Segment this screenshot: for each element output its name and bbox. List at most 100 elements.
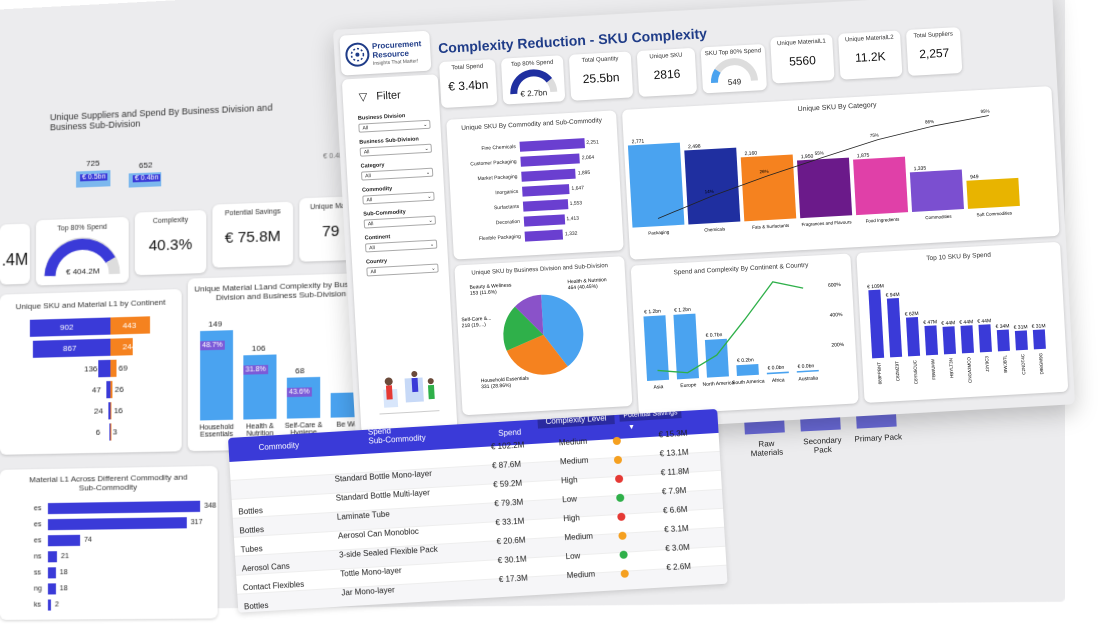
cumulative-label: 75% [870, 133, 879, 138]
top10-bar[interactable] [1014, 330, 1028, 351]
back-commodity-bars: es 348 es 317 es 74 ns 21 ss 18 ng 18 ks 2 [0, 498, 218, 617]
category-bar[interactable] [684, 147, 741, 225]
commodity-chart-card: Unique SKU By Commodity and Sub-Commodit… [446, 110, 624, 260]
filter-dropdown[interactable]: All ⌄ [364, 239, 438, 253]
funnel-bar-b[interactable]: 443 [110, 316, 151, 335]
top10-bar[interactable] [978, 324, 992, 353]
continent-bar[interactable] [766, 371, 789, 375]
funnel-bar-b[interactable]: 16 [110, 402, 123, 420]
continent-bar[interactable] [704, 338, 729, 378]
top10-bar[interactable] [905, 316, 921, 357]
pie-slice[interactable] [514, 294, 544, 336]
filter-dropdown[interactable]: All ⌄ [358, 119, 431, 133]
commodity-bar[interactable] [522, 199, 568, 212]
funnel-bar-a[interactable]: 136 [84, 359, 111, 378]
commodity-bar[interactable] [524, 229, 564, 242]
commodity-bar[interactable] [521, 168, 577, 182]
comm-bar[interactable] [47, 583, 56, 595]
back-continent-card: Unique SKU and Material L1 by Continent … [0, 289, 182, 455]
right-bar-label: Primary Pack [854, 432, 903, 444]
category-bar[interactable] [909, 169, 964, 212]
filter-item: Commodity All ⌄ [362, 184, 435, 205]
top10-bar[interactable] [886, 297, 903, 358]
category-bar[interactable] [797, 157, 853, 219]
top10-chart-card: Top 10 SKU By Spend € 109M 889FPBNT € 94M C… [856, 241, 1069, 403]
continent-bar[interactable] [736, 364, 759, 376]
filter-dropdown[interactable]: All ⌄ [360, 167, 434, 181]
cell-spend: € 30.1M [497, 554, 527, 566]
right-axis-tick: 400% [830, 312, 844, 319]
funnel-bar-a[interactable]: 902 [29, 317, 111, 337]
cell-savings: € 7.9M [661, 485, 687, 497]
cumulative-label: 55% [814, 150, 823, 155]
filter-item: Category All ⌄ [361, 160, 434, 181]
comm-bar[interactable] [47, 517, 187, 531]
category-bar-label: Commodities [925, 214, 952, 220]
level-dot-icon [616, 493, 625, 503]
complexity-bar[interactable]: 68 43.6% [286, 366, 321, 419]
comm-bar[interactable] [47, 551, 58, 563]
commodity-bar-value: 1,413 [566, 215, 580, 223]
comm-bar[interactable] [47, 567, 56, 579]
pie-slice[interactable] [506, 333, 568, 376]
funnel-bar-b[interactable]: 26 [110, 380, 124, 399]
continent-bar[interactable] [673, 313, 700, 380]
continent-bar-label: Africa [772, 377, 785, 384]
cell-commodity: Aerosol Cans [241, 561, 291, 574]
category-bar-label: Fats & Surfactants [752, 223, 790, 230]
th-commodity[interactable]: Commodity [258, 440, 300, 453]
complexity-bar-label: Household Essentials [199, 423, 234, 439]
comm-bar[interactable] [47, 599, 51, 611]
comm-bar-label: es [33, 537, 42, 545]
complexity-bar[interactable]: 106 31.8% [243, 344, 277, 420]
chevron-down-icon: ⌄ [429, 241, 435, 248]
pie-slice[interactable] [541, 293, 585, 368]
commodity-bar-value: 1,895 [577, 169, 591, 177]
top10-bar[interactable] [996, 329, 1010, 352]
top10-bar-label: 889FPBNT [876, 362, 882, 385]
commodity-bar[interactable] [522, 184, 570, 197]
spend-table: Commodity Sub-Commodity Spend Complexity… [228, 408, 728, 613]
funnel-bar-a[interactable]: 867 [32, 338, 111, 358]
commodity-row-label: Decoration [495, 218, 521, 227]
filter-dropdown[interactable]: All ⌄ [363, 215, 437, 229]
top10-bar[interactable] [942, 326, 957, 355]
commodity-bar[interactable] [519, 138, 585, 152]
filter-dropdown[interactable]: All ⌄ [362, 191, 435, 205]
top10-bar[interactable] [1032, 329, 1046, 350]
funnel-value-b: 3 [112, 427, 118, 437]
pie-slice[interactable] [502, 305, 544, 351]
funnel-value-a: 47 [92, 385, 102, 395]
sort-arrow-icon[interactable]: ▼ [627, 423, 636, 432]
category-bar[interactable] [740, 154, 797, 222]
cell-commodity: Tubes [240, 544, 263, 555]
filter-header[interactable]: ▽ Filter [342, 74, 440, 112]
top10-bar-label: C2NDT4C [1020, 353, 1026, 375]
back-commodity-title: Material L1 Across Different Commodity a… [29, 472, 188, 493]
funnel-bar-b[interactable]: 69 [110, 359, 128, 377]
th-spend[interactable]: Spend [497, 427, 522, 438]
top10-bar[interactable] [924, 325, 939, 356]
top10-bar-label: FBWUHW [930, 358, 936, 380]
filter-dropdown[interactable]: All ⌄ [359, 143, 433, 157]
top10-bar-label: D98GM9G [1038, 352, 1044, 374]
continent-bar[interactable] [643, 315, 670, 382]
filter-dropdown[interactable]: All ⌄ [366, 263, 439, 277]
chevron-down-icon: ⌄ [431, 265, 436, 272]
commodity-bar-value: 2,064 [581, 154, 595, 162]
top10-bar[interactable] [868, 289, 885, 359]
comm-bar[interactable] [47, 500, 201, 515]
top10-bar[interactable] [960, 325, 975, 354]
commodity-bar[interactable] [523, 214, 565, 227]
funnel-bar-b[interactable]: 244 [110, 338, 136, 356]
complexity-bar[interactable]: 149 48.7% [200, 319, 234, 421]
category-bar[interactable] [853, 156, 909, 216]
pie-slice-value: 331 (28.86%) [481, 383, 512, 391]
continent-bar[interactable] [796, 369, 819, 373]
category-bar[interactable] [966, 177, 1020, 209]
comm-bar[interactable] [47, 534, 81, 547]
cell-commodity: Bottles [243, 600, 269, 612]
category-bar[interactable] [627, 142, 685, 228]
commodity-row-label: Customer Packaging [470, 158, 517, 168]
commodity-bar[interactable] [520, 153, 581, 167]
